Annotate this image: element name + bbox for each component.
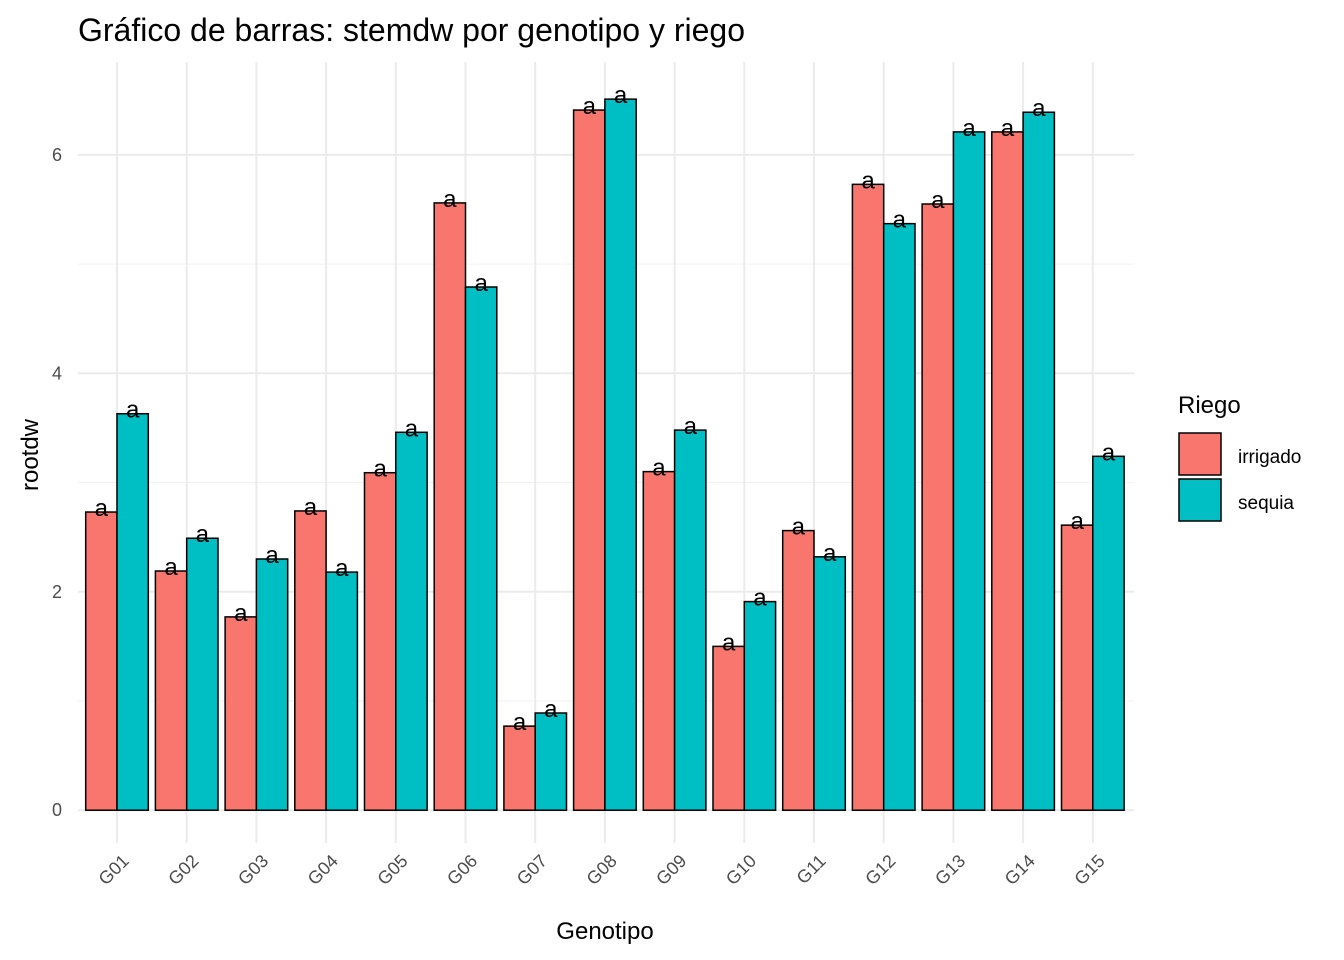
- bar-irrigado-G02: [154, 570, 188, 811]
- bar-irrigado-G11: [781, 529, 815, 811]
- chart-title: Gráfico de barras: stemdw por genotipo y…: [78, 12, 745, 48]
- bar-label-sequia-G09: a: [684, 413, 698, 440]
- legend: Riego irrigado sequia: [1178, 392, 1301, 522]
- bar-label-sequia-G02: a: [196, 521, 210, 548]
- bar-label-sequia-G15: a: [1102, 439, 1116, 466]
- bar-sequia-G13: [952, 131, 986, 811]
- x-tick-label: G10: [722, 851, 760, 889]
- x-tick-label: G13: [931, 851, 969, 889]
- bar-sequia-G02: [185, 537, 219, 811]
- bar-sequia-G10: [743, 600, 777, 811]
- bar-label-irrigado-G11: a: [792, 514, 806, 541]
- x-tick-label: G03: [234, 851, 272, 889]
- x-tick-label: G09: [652, 851, 690, 889]
- bars: [84, 98, 1125, 811]
- bar-label-irrigado-G13: a: [931, 187, 945, 214]
- bar-label-sequia-G06: a: [474, 270, 488, 297]
- x-tick-label: G15: [1070, 851, 1108, 889]
- bar-irrigado-G12: [851, 183, 885, 811]
- bar-sequia-G01: [116, 412, 150, 811]
- y-axis-title: rootdw: [17, 418, 44, 491]
- legend-key-sequia: [1178, 478, 1222, 522]
- bar-label-irrigado-G09: a: [652, 455, 666, 482]
- bar-irrigado-G13: [921, 203, 955, 811]
- bar-sequia-G08: [604, 98, 637, 811]
- bar-sequia-G14: [1022, 111, 1056, 811]
- bar-sequia-G12: [882, 222, 916, 811]
- bar-label-sequia-G12: a: [893, 207, 907, 234]
- bar-label-sequia-G10: a: [753, 585, 767, 612]
- bar-label-sequia-G05: a: [405, 415, 419, 442]
- bar-sequia-G07: [534, 712, 568, 811]
- bar-irrigado-G14: [991, 131, 1024, 811]
- bar-label-irrigado-G07: a: [513, 709, 527, 736]
- bar-label-sequia-G08: a: [614, 82, 628, 109]
- x-tick-label: G02: [164, 851, 202, 889]
- bar-irrigado-G10: [712, 645, 746, 811]
- bar-label-sequia-G13: a: [962, 115, 976, 142]
- bar-sequia-G06: [464, 286, 498, 811]
- bar-irrigado-G03: [224, 616, 258, 811]
- bar-irrigado-G01: [84, 511, 118, 811]
- x-tick-label: G11: [793, 851, 830, 888]
- bar-label-sequia-G04: a: [335, 555, 349, 582]
- bar-irrigado-G04: [294, 510, 327, 811]
- bar-label-irrigado-G01: a: [95, 495, 109, 522]
- bar-label-irrigado-G02: a: [164, 554, 178, 581]
- bar-irrigado-G09: [642, 470, 676, 811]
- y-axis-ticks: 0 2 4 6: [52, 145, 62, 820]
- bar-label-sequia-G07: a: [544, 696, 558, 723]
- legend-title: Riego: [1178, 392, 1241, 419]
- bar-sequia-G09: [673, 429, 707, 811]
- bar-label-irrigado-G15: a: [1070, 508, 1084, 535]
- bar-irrigado-G15: [1060, 524, 1094, 811]
- x-axis-title: Genotipo: [556, 918, 653, 945]
- bar-sequia-G15: [1092, 455, 1125, 811]
- bar-label-irrigado-G10: a: [722, 629, 736, 656]
- y-tick-label: 4: [52, 363, 62, 383]
- bar-label-irrigado-G04: a: [304, 494, 318, 521]
- bar-irrigado-G08: [572, 109, 606, 811]
- legend-key-irrigado: [1178, 432, 1222, 476]
- bar-label-sequia-G03: a: [265, 542, 279, 569]
- y-tick-label: 6: [52, 145, 62, 165]
- bar-label-irrigado-G05: a: [373, 456, 387, 483]
- x-tick-label: G04: [304, 851, 342, 889]
- bar-label-irrigado-G12: a: [861, 167, 875, 194]
- bar-label-irrigado-G03: a: [234, 600, 248, 627]
- bar-label-irrigado-G08: a: [583, 93, 597, 120]
- legend-label-irrigado: irrigado: [1238, 447, 1301, 468]
- x-tick-label: G05: [373, 851, 411, 889]
- bar-label-sequia-G14: a: [1032, 95, 1046, 122]
- bar-sequia-G11: [813, 556, 847, 811]
- bar-label-irrigado-G06: a: [443, 186, 457, 213]
- bar-sequia-G03: [255, 558, 289, 811]
- y-tick-label: 2: [52, 582, 62, 602]
- y-tick-label: 0: [52, 800, 62, 820]
- bar-irrigado-G05: [363, 471, 397, 811]
- x-tick-label: G12: [861, 851, 899, 889]
- x-axis-ticks: G01 G02 G03 G04 G05 G06 G07 G08 G09 G10 G11 G12 G13 G…: [95, 851, 1109, 889]
- x-tick-label: G08: [583, 851, 621, 889]
- x-tick-label: G14: [1001, 851, 1039, 889]
- x-tick-label: G01: [95, 851, 133, 889]
- bar-sequia-G04: [325, 571, 359, 811]
- bar-label-irrigado-G14: a: [1001, 115, 1015, 142]
- x-tick-label: G07: [513, 851, 551, 889]
- bar-sequia-G05: [395, 431, 428, 811]
- bar-irrigado-G06: [433, 202, 467, 811]
- bar-label-sequia-G11: a: [823, 540, 837, 567]
- bar-irrigado-G07: [503, 725, 536, 811]
- x-tick-label: G06: [443, 851, 481, 889]
- legend-label-sequia: sequia: [1238, 493, 1294, 514]
- bar-label-sequia-G01: a: [126, 397, 140, 424]
